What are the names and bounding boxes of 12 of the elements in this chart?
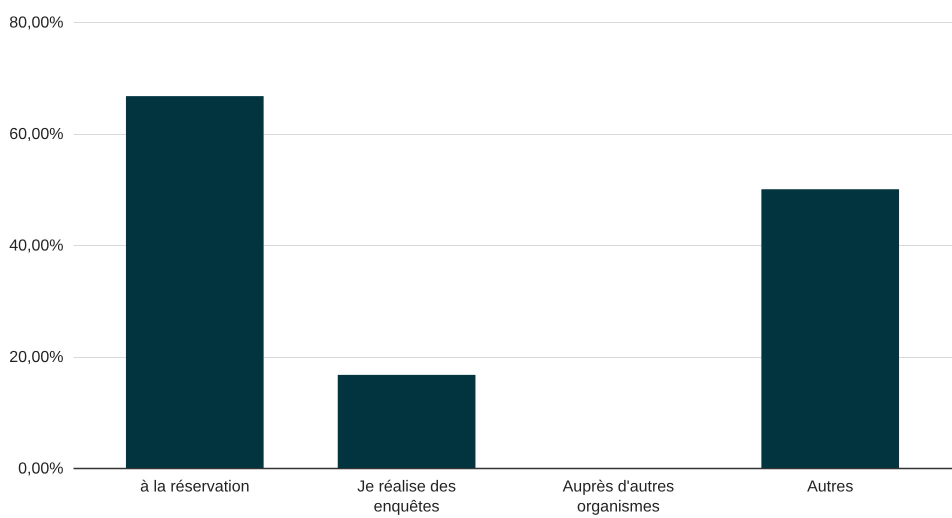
y-tick-label: 40,00% — [9, 238, 64, 254]
y-tick-label: 60,00% — [9, 126, 64, 143]
y-tick-label: 80,00% — [9, 14, 64, 32]
x-tick-label: à la réservation — [140, 478, 250, 496]
bar — [126, 96, 264, 468]
y-tick-label: 20,00% — [9, 349, 64, 366]
x-tick-label: Je réalise des enquêtes — [357, 478, 456, 516]
y-tick-label: 0,00% — [18, 460, 64, 478]
bar — [338, 374, 476, 468]
x-tick-label: Autres — [807, 478, 854, 496]
x-tick-label: Auprès d'autres organismes — [562, 478, 674, 516]
bar — [761, 189, 900, 468]
